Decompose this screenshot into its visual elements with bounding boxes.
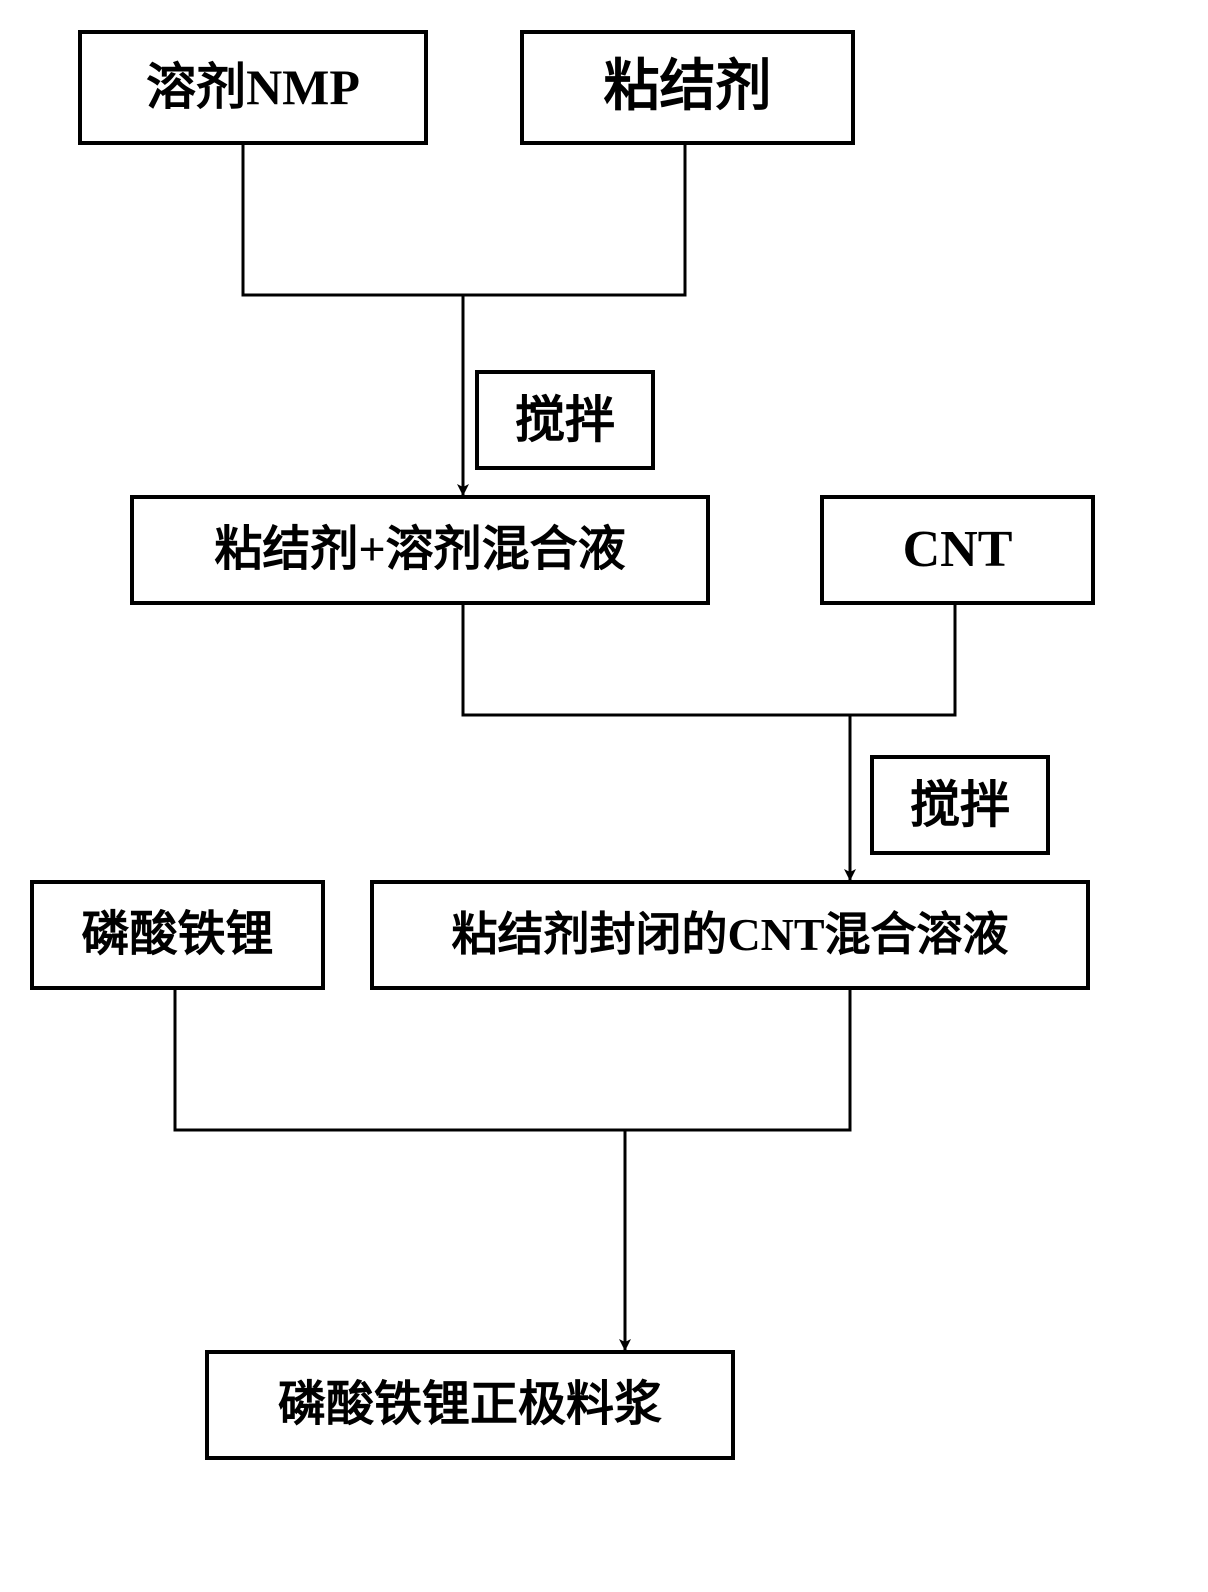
node-mix-step-2: 搅拌 — [870, 755, 1050, 855]
node-binder-solvent-mix: 粘结剂+溶剂混合液 — [130, 495, 710, 605]
label: 粘结剂 — [604, 57, 772, 119]
node-cnt-mix-solution: 粘结剂封闭的CNT混合溶液 — [370, 880, 1090, 990]
node-lifepo4: 磷酸铁锂 — [30, 880, 325, 990]
label: 粘结剂+溶剂混合液 — [214, 524, 625, 577]
label: 磷酸铁锂正极料浆 — [278, 1379, 662, 1432]
label: 搅拌 — [515, 393, 615, 448]
label: 溶剂NMP — [146, 60, 360, 115]
label: CNT — [903, 521, 1013, 578]
node-solvent-nmp: 溶剂NMP — [78, 30, 428, 145]
node-binder: 粘结剂 — [520, 30, 855, 145]
node-final-slurry: 磷酸铁锂正极料浆 — [205, 1350, 735, 1460]
node-cnt: CNT — [820, 495, 1095, 605]
label: 磷酸铁锂 — [81, 909, 273, 962]
node-mix-step-1: 搅拌 — [475, 370, 655, 470]
label: 粘结剂封闭的CNT混合溶液 — [451, 910, 1008, 961]
label: 搅拌 — [910, 778, 1010, 833]
